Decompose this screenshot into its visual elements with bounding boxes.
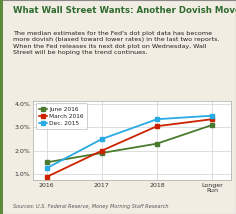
Text: Sources: U.S. Federal Reserve, Money Morning Staff Research: Sources: U.S. Federal Reserve, Money Mor… (13, 204, 169, 209)
Text: The median estimates for the Fed's dot plot data has become
more dovish (biased : The median estimates for the Fed's dot p… (13, 31, 219, 55)
Text: What Wall Street Wants: Another Dovish Move: What Wall Street Wants: Another Dovish M… (13, 6, 236, 15)
Legend: June 2016, March 2016, Dec. 2015: June 2016, March 2016, Dec. 2015 (36, 104, 87, 129)
